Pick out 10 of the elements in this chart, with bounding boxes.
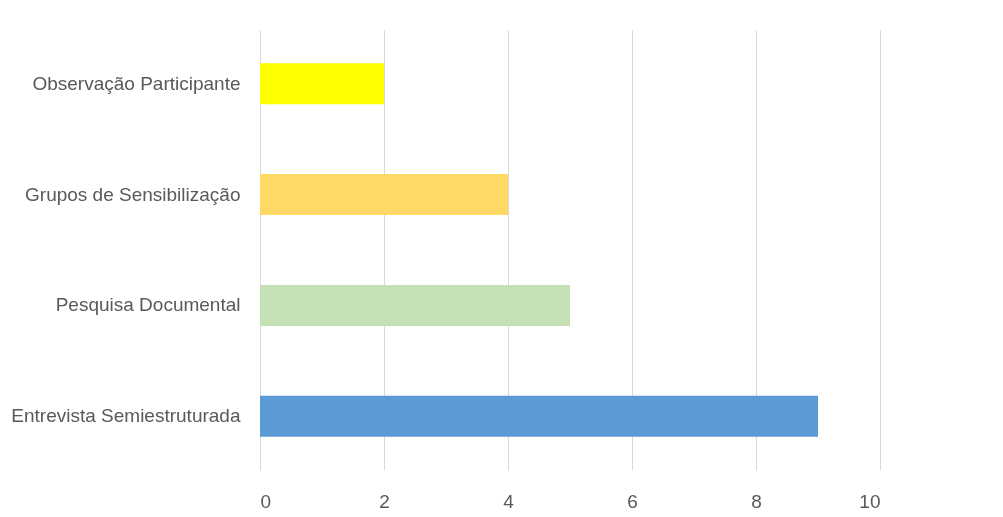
x-tick-label: 4 [503,490,515,512]
y-tick-label: Entrevista Semiestruturada [11,405,241,427]
x-tick-label: 6 [627,490,638,512]
y-tick-label: Pesquisa Documental [55,294,241,316]
x-tick-label: 10 [859,490,881,512]
x-tick-label: 2 [379,490,390,512]
y-tick-label: Grupos de Sensibilização [25,183,241,205]
x-tick-label: 8 [751,490,762,512]
x-tick-label: 0 [260,490,272,512]
y-tick-label: Observação Participante [32,72,241,94]
